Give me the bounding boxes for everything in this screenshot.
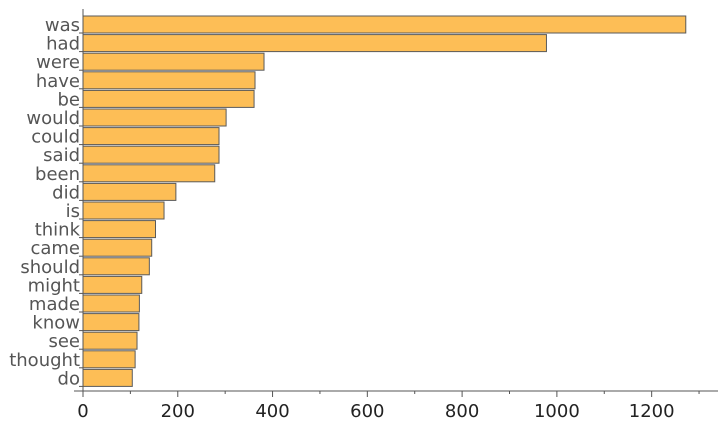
x-tick-label-600: 600 <box>350 401 384 422</box>
category-label-be: be <box>58 89 81 110</box>
x-tick-label-800: 800 <box>445 401 479 422</box>
bar-said <box>82 145 220 164</box>
axes-group <box>74 9 718 397</box>
bar-would <box>82 108 227 127</box>
category-label-see: see <box>48 331 80 352</box>
x-axis-ticks: 0 200 400 600 800 1000 1200 <box>77 401 674 422</box>
category-label-should: should <box>20 257 80 278</box>
x-tick-label-400: 400 <box>255 401 289 422</box>
bar-did <box>82 182 177 201</box>
bar-be <box>82 89 255 108</box>
x-tick-label-200: 200 <box>161 401 195 422</box>
category-labels: washadwerehavebewouldcouldsaidbeendidist… <box>9 15 80 389</box>
category-label-is: is <box>66 201 80 222</box>
bar-had <box>82 34 547 53</box>
category-label-would: would <box>26 108 80 129</box>
x-tick-label-0: 0 <box>77 401 88 422</box>
category-label-could: could <box>31 127 80 148</box>
bar-do <box>82 368 133 387</box>
bar-have <box>82 71 256 90</box>
bar-thought <box>82 350 136 369</box>
bar-think <box>82 220 157 239</box>
category-label-thought: thought <box>9 350 80 371</box>
category-label-made: made <box>29 294 80 315</box>
bar-should <box>82 257 150 276</box>
bar-came <box>82 238 153 257</box>
category-label-think: think <box>35 220 81 241</box>
bar-is <box>82 201 165 220</box>
bar-could <box>82 127 220 146</box>
bar-was <box>82 15 687 34</box>
category-label-were: were <box>36 52 80 73</box>
category-label-been: been <box>35 164 80 185</box>
category-label-was: was <box>45 15 80 36</box>
category-label-had: had <box>46 34 80 55</box>
category-label-do: do <box>58 368 80 389</box>
category-label-might: might <box>28 275 80 296</box>
bar-made <box>82 294 140 313</box>
category-label-came: came <box>30 238 80 259</box>
bar-been <box>82 164 216 183</box>
bars-group <box>82 15 687 387</box>
x-tick-label-1200: 1200 <box>629 401 675 422</box>
category-label-know: know <box>32 313 80 334</box>
category-label-said: said <box>43 145 80 166</box>
x-tick-label-1000: 1000 <box>534 401 580 422</box>
bar-know <box>82 313 140 332</box>
category-label-have: have <box>36 71 80 92</box>
category-label-did: did <box>52 182 80 203</box>
bar-might <box>82 275 143 294</box>
bar-see <box>82 331 138 350</box>
bar-were <box>82 52 265 71</box>
